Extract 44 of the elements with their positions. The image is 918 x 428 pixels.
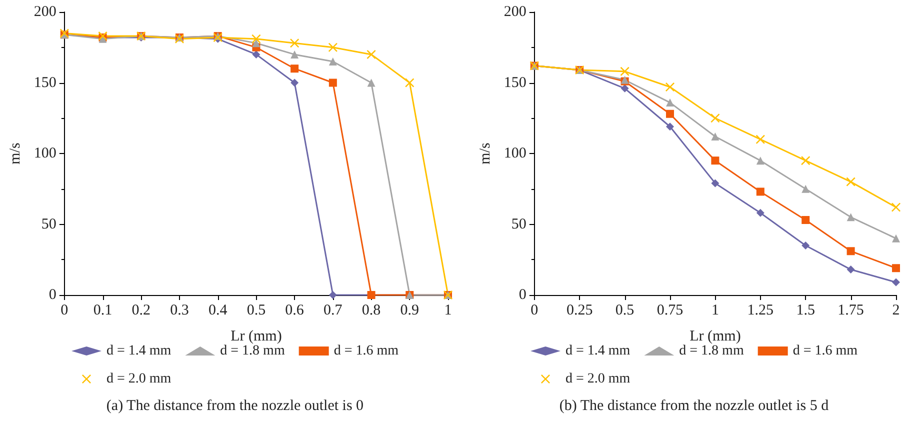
- x-tick-label: 0.6: [285, 302, 304, 318]
- x-tick-label: 1: [444, 302, 452, 318]
- legend-label: d = 1.6 mm: [792, 344, 858, 358]
- y-axis-title: m/s: [8, 142, 24, 164]
- y-tick-label: 200: [504, 4, 526, 20]
- legend-label: d = 2.0 mm: [106, 372, 172, 386]
- x-tick-label: 1.25: [747, 302, 774, 318]
- x-tick-label: 0.8: [362, 302, 381, 318]
- x-tick-label: 1: [711, 302, 719, 318]
- x-tick-label: 0.75: [656, 302, 684, 318]
- x-tick-label: 0: [60, 302, 68, 318]
- legend-label: d = 1.8 mm: [220, 344, 285, 358]
- x-tick-label: 0.5: [615, 302, 634, 318]
- x-tick-label: 0.4: [208, 302, 228, 318]
- x-tick-label: 0.1: [93, 302, 112, 318]
- y-tick-label: 100: [34, 146, 56, 162]
- x-tick-label: 0: [530, 302, 538, 318]
- legend-label: d = 1.4 mm: [565, 344, 630, 358]
- text: (b) The distance from the nozzle outlet is 5 d: [558, 398, 830, 415]
- x-tick-label: 0.7: [324, 302, 343, 318]
- x-tick-label: 1.75: [838, 302, 864, 318]
- legend-label: d = 1.4 mm: [106, 344, 172, 358]
- x-axis-title: Lr (mm): [690, 328, 741, 344]
- legend-label: d = 2.0 mm: [565, 372, 630, 386]
- x-tick-label: 2: [892, 302, 900, 318]
- x-tick-label: 0.5: [246, 302, 266, 318]
- y-tick-label: 100: [504, 146, 526, 162]
- y-tick-label: 200: [34, 4, 56, 20]
- legend-label: d = 1.8 mm: [679, 344, 744, 358]
- x-tick-label: 0.25: [566, 302, 593, 318]
- y-tick-label: 0: [48, 287, 56, 303]
- x-axis-title: Lr (mm): [230, 328, 282, 344]
- text: (a) The distance from the nozzle outlet is 0: [105, 398, 365, 415]
- legend-label: d = 1.6 mm: [334, 344, 399, 358]
- x-tick-label: 0.2: [132, 302, 150, 318]
- y-tick-label: 150: [504, 74, 526, 91]
- y-tick-label: 0: [518, 287, 526, 303]
- y-axis-title: m/s: [478, 142, 494, 164]
- x-tick-label: 0.9: [400, 302, 420, 318]
- y-tick-label: 50: [41, 216, 56, 232]
- y-tick-label: 50: [511, 216, 526, 232]
- x-tick-label: 0.3: [170, 302, 189, 318]
- x-tick-label: 1.5: [796, 302, 815, 318]
- y-tick-label: 150: [34, 74, 56, 91]
